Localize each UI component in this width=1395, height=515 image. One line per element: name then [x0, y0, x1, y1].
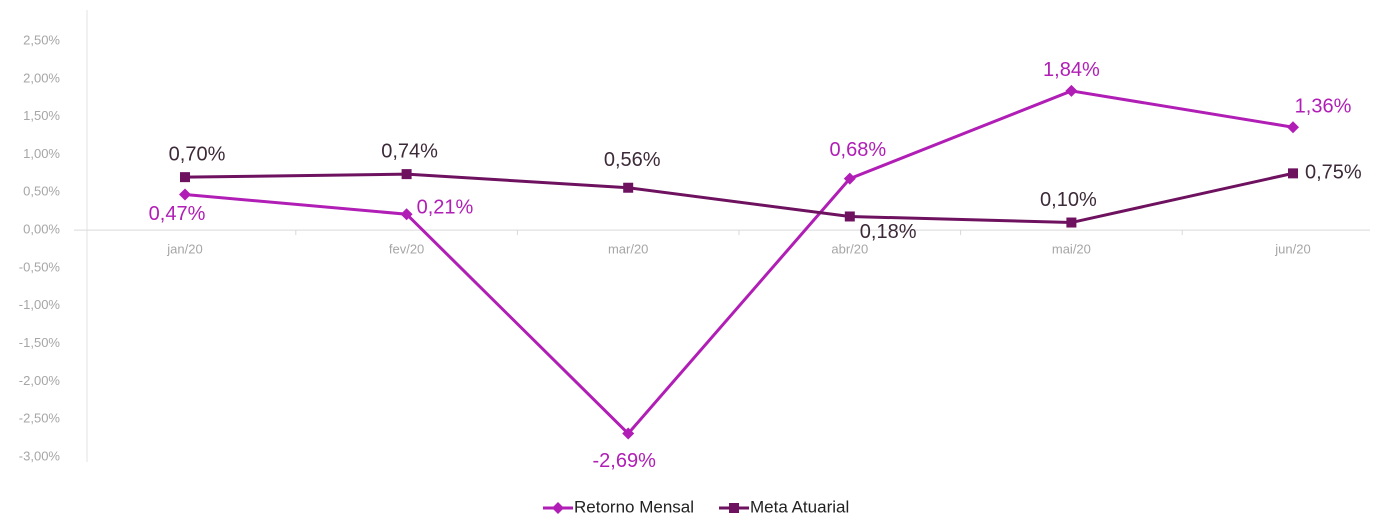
- x-tick-label: jan/20: [166, 242, 202, 257]
- data-label: 0,74%: [381, 140, 438, 162]
- y-tick-label: -0,50%: [19, 259, 61, 274]
- data-label: 1,36%: [1295, 96, 1352, 118]
- point: [1287, 121, 1299, 134]
- y-tick-label: 0,00%: [23, 222, 60, 237]
- data-label: 0,47%: [149, 203, 206, 225]
- data-label: 0,75%: [1305, 162, 1362, 184]
- point: [180, 172, 190, 183]
- x-tick-label: abr/20: [831, 242, 868, 257]
- y-tick-label: 0,50%: [23, 184, 60, 199]
- x-tick-label: mar/20: [608, 242, 648, 257]
- y-tick-label: -1,50%: [19, 335, 61, 350]
- data-label: 0,56%: [604, 149, 661, 171]
- series-line: [184, 89, 1294, 436]
- point: [623, 182, 634, 193]
- y-tick-label: -2,00%: [19, 373, 61, 388]
- point: [1065, 84, 1078, 97]
- point: [844, 211, 855, 222]
- point: [1066, 217, 1077, 228]
- data-label: -2,69%: [593, 450, 657, 472]
- point: [179, 188, 191, 201]
- point: [843, 172, 856, 185]
- data-label: 0,21%: [417, 196, 474, 218]
- x-tick-label: jun/20: [1274, 242, 1310, 257]
- data-label: 0,10%: [1040, 189, 1097, 211]
- legend-label: Meta Atuarial: [750, 497, 849, 515]
- data-label: 0,68%: [829, 139, 886, 161]
- x-tick-label: mai/20: [1052, 242, 1091, 257]
- x-tick-label: fev/20: [389, 242, 424, 257]
- point: [1288, 168, 1298, 179]
- data-label: 0,70%: [169, 143, 226, 165]
- legend-marker: [729, 503, 740, 513]
- data-label: 1,84%: [1043, 59, 1100, 81]
- y-tick-label: 2,00%: [23, 70, 60, 85]
- point: [400, 208, 413, 221]
- point: [622, 427, 635, 440]
- y-tick-label: -1,00%: [19, 297, 61, 312]
- y-tick-label: -2,50%: [19, 411, 61, 426]
- y-tick-label: -3,00%: [19, 448, 61, 463]
- point: [401, 169, 412, 180]
- legend-label: Retorno Mensal: [574, 497, 694, 515]
- legend-marker: [552, 502, 564, 514]
- y-tick-label: 1,50%: [23, 108, 60, 123]
- y-tick-label: 1,00%: [23, 146, 60, 161]
- y-tick-label: 2,50%: [23, 32, 60, 47]
- data-label: 0,18%: [860, 221, 917, 243]
- series-line: [184, 171, 1294, 225]
